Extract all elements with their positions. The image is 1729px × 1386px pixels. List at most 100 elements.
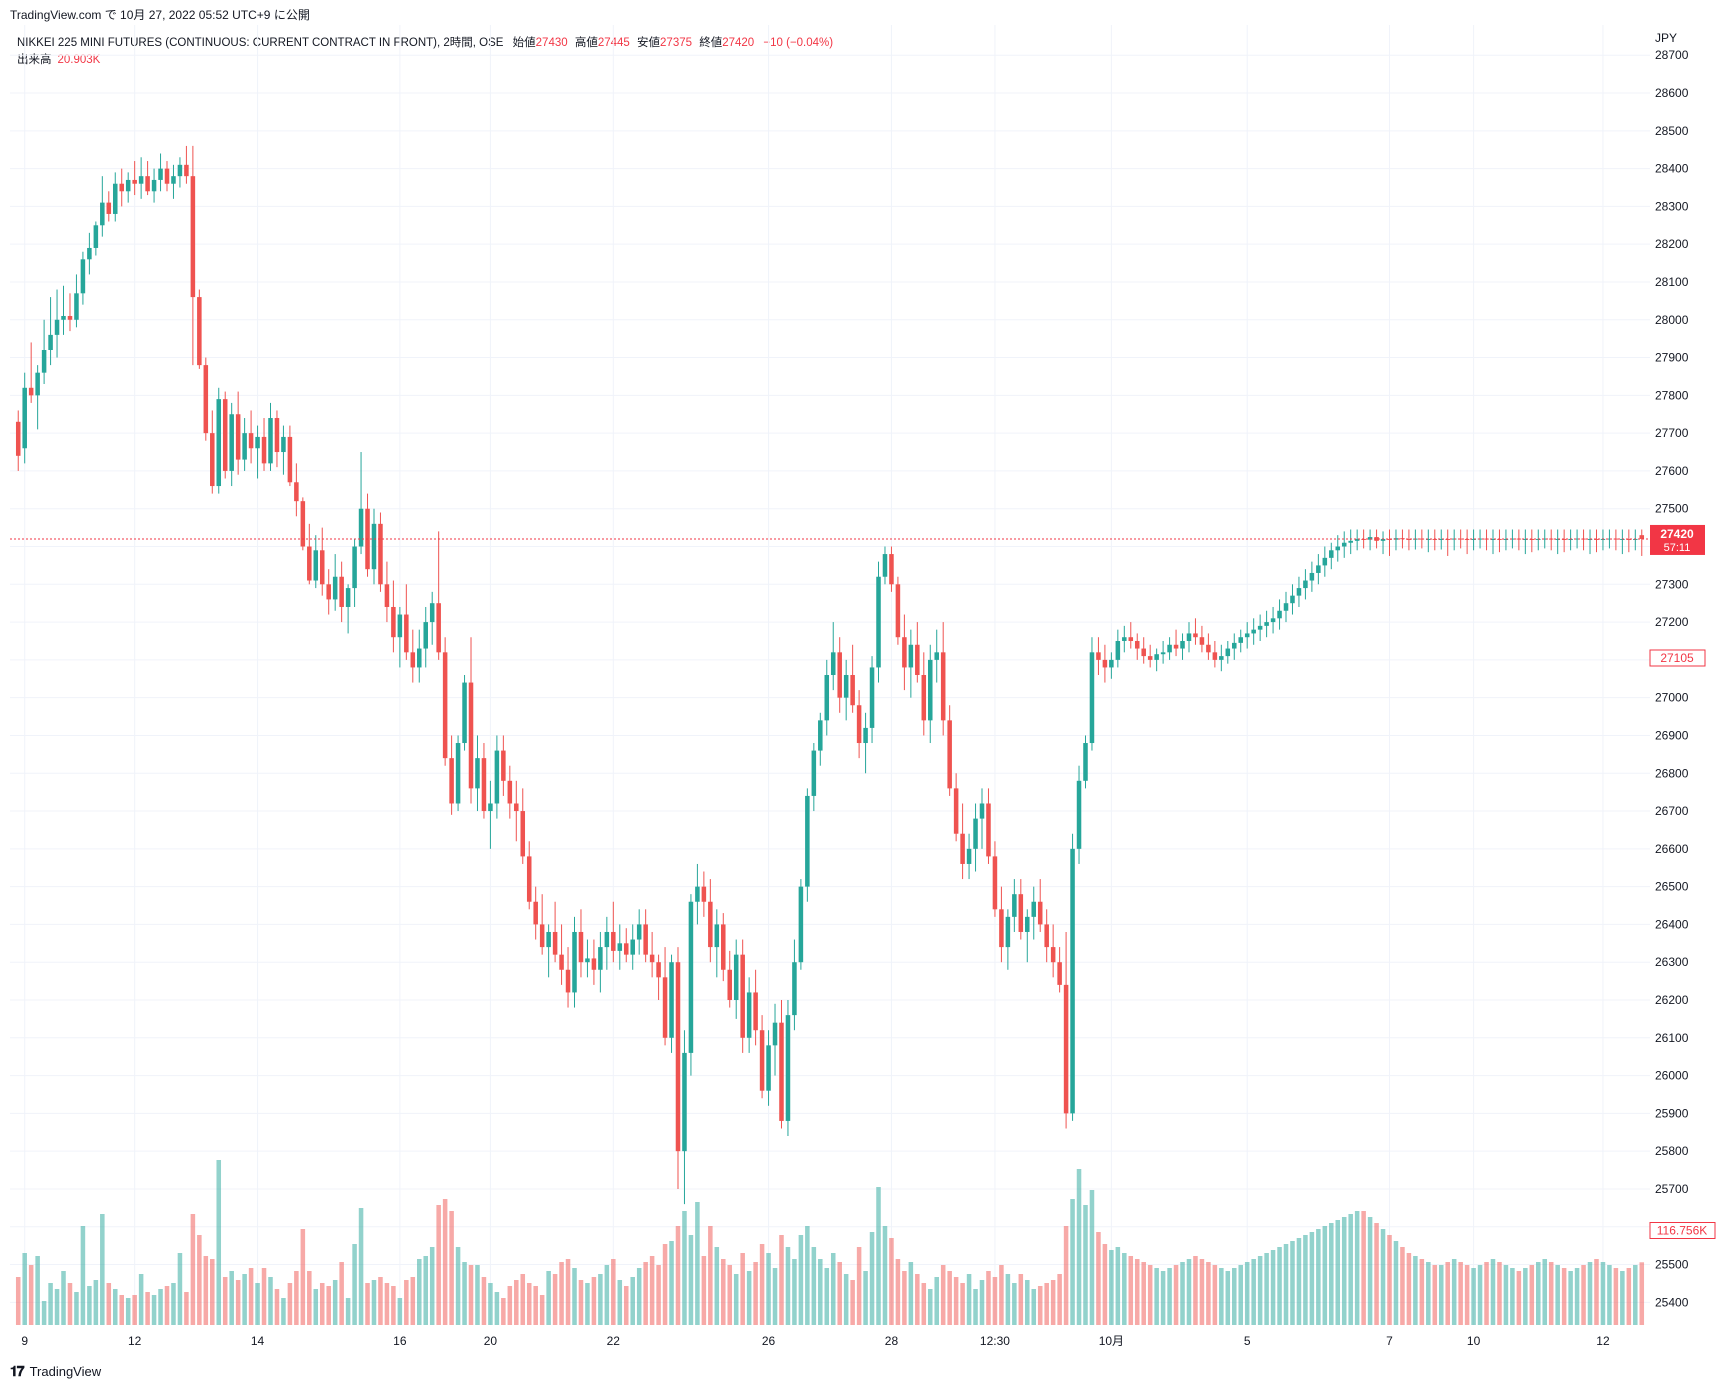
candle-body xyxy=(850,675,855,706)
volume-bar xyxy=(332,1280,338,1325)
volume-bar xyxy=(242,1274,247,1325)
candle-body xyxy=(1419,538,1425,540)
volume-bar xyxy=(876,1187,881,1325)
volume-bar xyxy=(1025,1280,1030,1325)
y-tick-label: 27900 xyxy=(1655,351,1689,365)
volume-bar xyxy=(345,1298,351,1325)
volume-bar xyxy=(132,1295,137,1325)
volume-bar xyxy=(701,1256,707,1325)
candle-body xyxy=(1309,572,1315,581)
volume-bar xyxy=(656,1265,661,1325)
candle-body xyxy=(358,508,364,547)
volume-bar xyxy=(1173,1265,1179,1325)
volume-bar xyxy=(850,1280,855,1325)
candle-body xyxy=(475,758,480,789)
close-label: 終値 xyxy=(699,37,723,49)
candle-body xyxy=(449,758,454,804)
volume-bar xyxy=(15,1277,21,1325)
last-volume-label: 116.756K xyxy=(1657,1224,1708,1238)
candle-body xyxy=(268,418,273,464)
candle-body xyxy=(307,546,312,581)
volume-bar xyxy=(805,1226,810,1325)
candle-body xyxy=(35,372,40,396)
volume-bar xyxy=(1374,1223,1379,1325)
volume-bar xyxy=(539,1295,545,1325)
volume-bar xyxy=(1044,1283,1049,1325)
candle-body xyxy=(1070,848,1075,1114)
candle-body xyxy=(1322,557,1328,566)
y-tick-label: 27700 xyxy=(1655,426,1689,440)
candle-body xyxy=(1374,537,1379,541)
candle-body xyxy=(714,924,720,948)
candle-body xyxy=(1438,538,1444,540)
candle-body xyxy=(1025,916,1030,932)
volume-bar xyxy=(145,1292,150,1325)
candle-body xyxy=(1290,595,1295,604)
candle-body xyxy=(565,969,571,993)
candle-body xyxy=(1607,538,1612,540)
volume-bar xyxy=(1141,1262,1146,1325)
candle-body xyxy=(1257,625,1263,630)
candle-body xyxy=(378,523,383,585)
volume-bar xyxy=(779,1235,784,1325)
volume-bar xyxy=(934,1277,939,1325)
candle-body xyxy=(1225,648,1231,657)
volume-bar xyxy=(766,1253,771,1325)
volume-bar xyxy=(281,1298,286,1325)
candle-body xyxy=(222,399,228,471)
volume-bar xyxy=(662,1244,668,1325)
volume-bar xyxy=(268,1277,273,1325)
volume-bar xyxy=(1193,1256,1198,1325)
volume-bar xyxy=(591,1277,597,1325)
volume-bar xyxy=(1147,1265,1153,1325)
candle-body xyxy=(1303,580,1308,589)
volume-bar xyxy=(837,1262,842,1325)
y-tick-label: 26800 xyxy=(1655,766,1689,780)
candle-body xyxy=(585,958,590,963)
candle-body xyxy=(1348,540,1353,543)
candle-body xyxy=(921,675,927,721)
volume-bar xyxy=(598,1274,603,1325)
candle-body xyxy=(67,315,73,320)
volume-bar xyxy=(727,1265,733,1325)
volume-bar xyxy=(1613,1268,1619,1325)
volume-bar xyxy=(1089,1190,1095,1325)
volume-value: 20.903K xyxy=(57,54,101,66)
candle-body xyxy=(1193,633,1198,638)
candle-body xyxy=(753,992,758,1031)
volume-bar xyxy=(966,1274,972,1325)
candle-body xyxy=(759,1030,765,1091)
candle-body xyxy=(1471,538,1476,540)
candle-body xyxy=(1206,644,1211,653)
x-tick-label: 12:30 xyxy=(980,1334,1010,1348)
volume-bar xyxy=(352,1244,357,1325)
candle-body xyxy=(203,365,209,434)
volume-bar xyxy=(216,1160,222,1325)
y-tick-label: 26200 xyxy=(1655,993,1689,1007)
candle-body xyxy=(669,962,674,1038)
volume-bar xyxy=(1406,1253,1412,1325)
y-tick-label: 27800 xyxy=(1655,388,1689,402)
volume-bar xyxy=(1225,1271,1231,1325)
volume-bar xyxy=(1232,1268,1237,1325)
candle-body xyxy=(1076,780,1082,849)
volume-bar xyxy=(1354,1211,1360,1325)
volume-bar xyxy=(772,1268,778,1325)
candle-body xyxy=(1426,538,1431,540)
volume-bar xyxy=(1490,1259,1496,1325)
volume-bar xyxy=(1296,1238,1302,1325)
volume-bar xyxy=(979,1280,985,1325)
candle-body xyxy=(1109,659,1114,668)
candle-body xyxy=(326,584,331,600)
candle-body xyxy=(617,943,623,951)
candle-body xyxy=(572,931,577,993)
currency-label: JPY xyxy=(1655,31,1677,45)
volume-bar xyxy=(54,1289,60,1325)
volume-bar xyxy=(953,1277,959,1325)
volume-bar xyxy=(339,1262,344,1325)
volume-bar xyxy=(1387,1235,1392,1325)
candle-body xyxy=(1367,537,1373,540)
y-tick-label: 27500 xyxy=(1655,502,1689,516)
candle-body xyxy=(28,387,34,396)
